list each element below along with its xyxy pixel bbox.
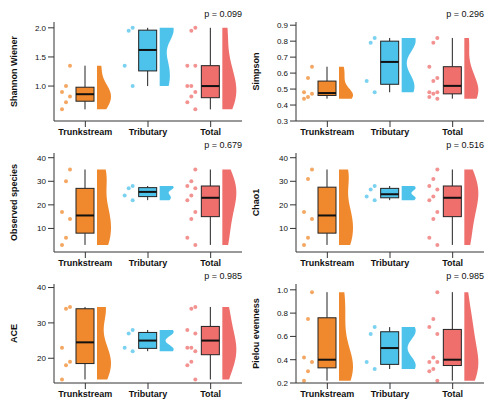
html-text:p = 0.985: p = 0.985: [446, 271, 484, 281]
svg-text:0.4: 0.4: [277, 356, 289, 365]
svg-text:30: 30: [279, 177, 288, 186]
svg-text:0.9: 0.9: [277, 21, 289, 30]
svg-text:0.6: 0.6: [277, 69, 289, 78]
svg-text:Trunkstream: Trunkstream: [58, 389, 112, 399]
html-text:p = 0.679: p = 0.679: [204, 140, 242, 150]
svg-text:Trunkstream: Trunkstream: [300, 127, 354, 137]
svg-text:Trunkstream: Trunkstream: [300, 389, 354, 399]
svg-text:1.0: 1.0: [277, 286, 289, 295]
html-text:p = 0.516: p = 0.516: [446, 140, 484, 150]
svg-text:0.8: 0.8: [277, 37, 289, 46]
html-text:p = 0.296: p = 0.296: [446, 9, 484, 19]
svg-text:40: 40: [37, 283, 46, 292]
svg-text:Tributary: Tributary: [371, 258, 410, 268]
html-text:p = 0.099: p = 0.099: [204, 9, 242, 19]
svg-text:Tributary: Tributary: [371, 127, 410, 137]
svg-text:Tributary: Tributary: [129, 389, 168, 399]
svg-text:40: 40: [37, 154, 46, 163]
svg-text:Tributary: Tributary: [129, 258, 168, 268]
svg-text:Trunkstream: Trunkstream: [58, 258, 112, 268]
svg-text:Simpson: Simpson: [251, 52, 261, 90]
svg-text:0.7: 0.7: [277, 53, 289, 62]
svg-text:2.0: 2.0: [35, 24, 47, 33]
svg-text:30: 30: [37, 319, 46, 328]
svg-text:20: 20: [37, 201, 46, 210]
svg-text:1.5: 1.5: [35, 53, 47, 62]
svg-text:0.8: 0.8: [277, 309, 289, 318]
svg-text:Total: Total: [442, 389, 463, 399]
svg-text:0.4: 0.4: [277, 101, 289, 110]
svg-text:Total: Total: [442, 127, 463, 137]
svg-text:Total: Total: [200, 389, 221, 399]
html-text:p = 0.985: p = 0.985: [204, 271, 242, 281]
svg-text:Total: Total: [442, 258, 463, 268]
svg-text:10: 10: [37, 224, 46, 233]
svg-text:Pielou evenness: Pielou evenness: [251, 298, 261, 369]
svg-text:Tributary: Tributary: [371, 389, 410, 399]
svg-text:0.2: 0.2: [277, 379, 289, 388]
svg-text:Total: Total: [200, 127, 221, 137]
svg-text:0.6: 0.6: [277, 332, 289, 341]
svg-text:Shannon Wiener: Shannon Wiener: [9, 36, 19, 107]
svg-text:20: 20: [279, 201, 288, 210]
svg-text:Trunkstream: Trunkstream: [58, 127, 112, 137]
svg-text:1.0: 1.0: [35, 82, 47, 91]
svg-text:0.3: 0.3: [277, 117, 289, 126]
svg-text:40: 40: [279, 154, 288, 163]
svg-text:0.5: 0.5: [277, 85, 289, 94]
svg-text:10: 10: [279, 224, 288, 233]
svg-text:Trunkstream: Trunkstream: [300, 258, 354, 268]
svg-text:ACE: ACE: [9, 324, 19, 343]
svg-text:Tributary: Tributary: [129, 127, 168, 137]
svg-text:Observed species: Observed species: [9, 164, 19, 241]
svg-text:30: 30: [37, 177, 46, 186]
svg-text:Chao1: Chao1: [251, 189, 261, 217]
svg-text:Total: Total: [200, 258, 221, 268]
svg-text:20: 20: [37, 354, 46, 363]
